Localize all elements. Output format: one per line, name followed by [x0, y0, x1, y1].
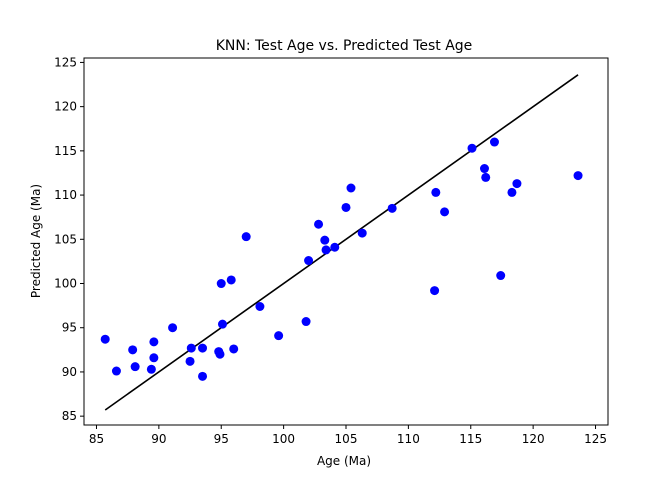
data-point [481, 172, 491, 182]
reference-line [104, 74, 579, 411]
data-point [387, 203, 397, 213]
chart-title: KNN: Test Age vs. Predicted Test Age [216, 38, 473, 54]
data-point [341, 202, 351, 212]
plot-frame [83, 57, 609, 426]
data-point [314, 219, 324, 229]
data-point [198, 371, 208, 381]
data-point [241, 232, 251, 242]
data-point [330, 242, 340, 252]
data-point [255, 301, 265, 311]
data-point [346, 183, 356, 193]
x-tick-label: 95 [214, 432, 229, 446]
y-axis-ticks: 85 90 95 100 105 110 115 120 125 [54, 55, 84, 423]
data-point [229, 344, 239, 354]
data-point [128, 345, 138, 355]
points-layer [100, 137, 583, 381]
x-tick-label: 115 [459, 432, 482, 446]
data-point [489, 137, 499, 147]
data-point [100, 334, 110, 344]
data-point [467, 143, 477, 153]
data-point [146, 364, 156, 374]
data-point [573, 171, 583, 181]
x-axis-label: Age (Ma) [317, 454, 371, 468]
data-point [215, 349, 225, 359]
data-point [496, 271, 506, 281]
x-tick-label: 120 [522, 432, 545, 446]
data-point [304, 256, 314, 266]
data-point [226, 275, 236, 285]
x-tick-label: 90 [151, 432, 166, 446]
data-point [111, 366, 121, 376]
y-tick-label: 120 [54, 100, 77, 114]
data-point [149, 337, 159, 347]
data-point [301, 317, 311, 327]
y-tick-label: 105 [54, 232, 77, 246]
x-tick-label: 100 [272, 432, 295, 446]
y-tick-label: 85 [62, 409, 77, 423]
x-tick-label: 85 [89, 432, 104, 446]
data-point [198, 343, 208, 353]
y-tick-label: 110 [54, 188, 77, 202]
data-point [479, 164, 489, 174]
y-axis-label: Predicted Age (Ma) [29, 184, 43, 298]
y-tick-label: 90 [62, 365, 77, 379]
data-point [512, 179, 522, 189]
x-tick-label: 105 [335, 432, 358, 446]
y-tick-label: 125 [54, 55, 77, 69]
data-point [357, 228, 367, 238]
data-point [186, 343, 196, 353]
y-tick-label: 115 [54, 144, 77, 158]
data-point [507, 187, 517, 197]
data-point [217, 319, 227, 329]
data-point [321, 245, 331, 255]
y-tick-label: 100 [54, 277, 77, 291]
reference-line-layer [104, 74, 579, 411]
x-tick-label: 125 [584, 432, 607, 446]
data-point [430, 286, 440, 296]
data-point [149, 353, 159, 363]
data-point [216, 279, 226, 289]
data-point [320, 235, 330, 245]
x-tick-label: 110 [397, 432, 420, 446]
y-tick-label: 95 [62, 321, 77, 335]
data-point [185, 356, 195, 366]
data-point [168, 323, 178, 333]
data-point [440, 207, 450, 217]
data-point [431, 187, 441, 197]
data-point [274, 331, 284, 341]
data-point [130, 362, 140, 372]
x-axis-ticks: 85 90 95 100 105 110 115 120 125 [89, 425, 607, 446]
